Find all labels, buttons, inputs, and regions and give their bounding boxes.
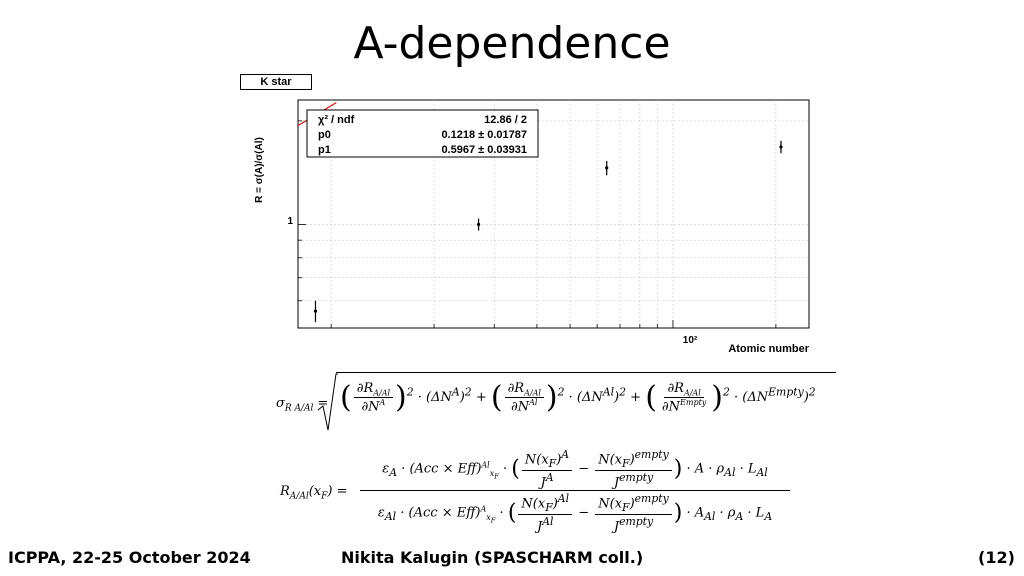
footer-page-number: (12) xyxy=(978,548,1015,567)
x-axis-title: Atomic number xyxy=(728,343,809,355)
stats-row-1-name: χ² / ndf xyxy=(318,114,355,126)
x-gridlines xyxy=(330,100,777,328)
data-point xyxy=(476,222,481,227)
sigma-formula: σR A/Al = (∂RA/Al ∂NA)2 · (ΔNA)2 + (∂RA/A… xyxy=(276,372,836,434)
stats-row-3-value: 0.5967 ± 0.03931 xyxy=(441,144,527,156)
stats-box-frame xyxy=(306,109,539,158)
y-tick-label: 1 xyxy=(287,216,293,227)
stats-row-3-name: p1 xyxy=(318,144,331,156)
footer-author: Nikita Kalugin (SPASCHARM coll.) xyxy=(341,548,644,567)
data-point xyxy=(313,309,318,313)
stats-box: χ² / ndf 12.86 / 2 p0 0.1218 ± 0.01787 p… xyxy=(306,109,539,158)
axis-ticks-group xyxy=(298,120,777,328)
sqrt-sign xyxy=(317,373,338,431)
stats-row-2-name: p0 xyxy=(318,129,331,141)
data-points-group xyxy=(313,140,783,323)
ratio-formula: RA/Al(xF) = εA · (Acc × Eff)AlxF · (N(xF… xyxy=(280,448,800,534)
stats-row-1-value: 12.86 / 2 xyxy=(484,114,527,126)
data-point xyxy=(605,166,609,170)
y-axis-title: R = σ(A)/σ(Al) xyxy=(254,137,265,203)
data-point xyxy=(779,145,783,149)
x-tick-label: 10² xyxy=(683,335,698,346)
footer-conference: ICPPA, 22-25 October 2024 xyxy=(8,548,251,567)
slide-title: A-dependence xyxy=(353,18,671,69)
stats-row-2-value: 0.1218 ± 0.01787 xyxy=(441,129,527,141)
plot-label: K star xyxy=(240,74,312,90)
